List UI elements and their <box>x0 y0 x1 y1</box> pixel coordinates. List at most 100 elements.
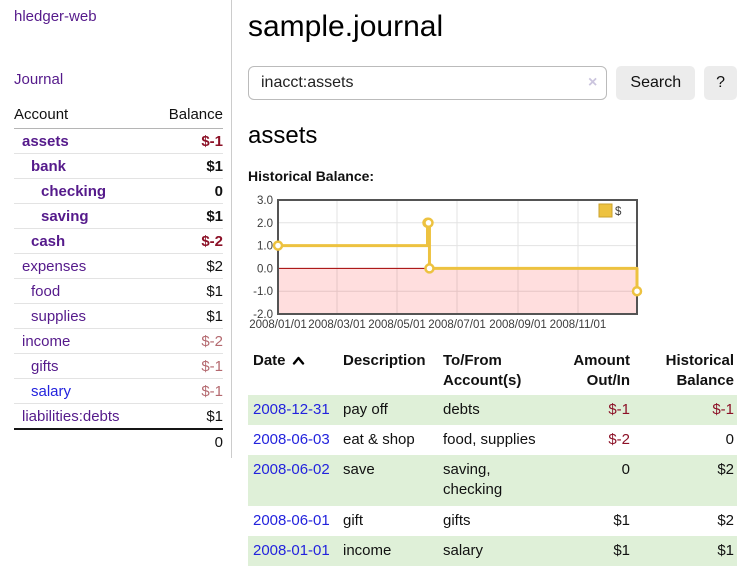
transaction-date-link[interactable]: 2008-06-03 <box>253 430 330 448</box>
account-balance: $-1 <box>152 128 223 154</box>
account-row: gifts $-1 <box>14 353 223 379</box>
account-balance: $-1 <box>152 378 223 404</box>
account-link[interactable]: cash <box>31 232 66 250</box>
transaction-row: 2008-12-31 pay off debts $-1 $-1 <box>248 394 737 425</box>
chart-point <box>272 240 284 251</box>
register-col-date[interactable]: Date <box>248 348 343 395</box>
transaction-accounts: salary <box>443 541 484 559</box>
svg-text:2008/01/01: 2008/01/01 <box>249 319 307 331</box>
register-col-description: Description <box>343 352 426 369</box>
register-table-body: 2008-12-31 pay off debts $-1 $-1 2008-06-03 ea… <box>248 394 737 566</box>
account-row: income $-2 <box>14 328 223 354</box>
account-row: assets $-1 <box>14 128 223 154</box>
sidebar: hledger-web Journal Account Balance asse… <box>0 0 232 458</box>
account-balance: 0 <box>152 178 223 204</box>
account-balance: $1 <box>152 403 223 430</box>
account-row: expenses $2 <box>14 253 223 279</box>
account-balance: $1 <box>152 153 223 179</box>
account-link[interactable]: liabilities:debts <box>22 407 120 425</box>
accounts-header-row: Account Balance <box>14 102 223 129</box>
svg-text:2008/09/01: 2008/09/01 <box>489 319 547 331</box>
svg-text:1.0: 1.0 <box>257 241 273 253</box>
accounts-col-account: Account <box>14 102 153 129</box>
chart-point <box>423 217 434 229</box>
svg-text:-1.0: -1.0 <box>253 286 273 298</box>
account-balance: $-2 <box>152 328 223 354</box>
search-bar: × Search ? <box>248 66 737 100</box>
account-link[interactable]: assets <box>22 132 69 150</box>
register-col-amount: Amount Out/In <box>573 352 630 390</box>
main-content: sample.journal × Search ? assets Histori… <box>248 0 737 566</box>
svg-text:2008/11/01: 2008/11/01 <box>550 319 607 331</box>
transaction-accounts: saving, checking <box>443 461 503 499</box>
account-row: food $1 <box>14 278 223 304</box>
account-link[interactable]: salary <box>31 382 72 400</box>
transaction-row: 2008-06-01 gift gifts $1 $2 <box>248 506 737 536</box>
transaction-balance: $2 <box>717 461 734 478</box>
legend-label: $ <box>615 206 622 218</box>
svg-text:-2.0: -2.0 <box>253 309 273 321</box>
account-link[interactable]: saving <box>41 207 89 225</box>
transaction-accounts: food, supplies <box>443 430 536 448</box>
search-input-wrap: × <box>248 66 608 100</box>
account-row: cash $-2 <box>14 228 223 254</box>
account-balance: $-1 <box>152 353 223 379</box>
account-row: bank $1 <box>14 153 223 179</box>
transaction-balance: $1 <box>717 541 734 559</box>
svg-text:2008/03/01: 2008/03/01 <box>308 319 366 331</box>
register-table: Date Description To/From Account(s) Amou… <box>248 348 737 566</box>
account-link[interactable]: expenses <box>22 257 87 275</box>
transaction-balance: $2 <box>717 511 734 529</box>
transaction-date-link[interactable]: 2008-01-01 <box>253 541 330 559</box>
sidebar-item-journal[interactable]: Journal <box>14 71 64 88</box>
transaction-description: gift <box>343 511 364 529</box>
transaction-amount: $1 <box>613 511 630 529</box>
transaction-date-link[interactable]: 2008-06-01 <box>253 511 330 529</box>
account-row: liabilities:debts $1 <box>14 403 223 430</box>
account-link[interactable]: food <box>31 282 61 300</box>
account-link[interactable]: income <box>22 332 71 350</box>
account-link[interactable]: checking <box>41 182 107 200</box>
brand-link[interactable]: hledger-web <box>14 8 97 25</box>
chart-title: Historical Balance: <box>248 168 375 184</box>
account-balance: $1 <box>152 303 223 329</box>
svg-text:2.0: 2.0 <box>257 218 273 230</box>
search-button[interactable]: Search <box>616 66 696 100</box>
svg-text:0.0: 0.0 <box>257 263 273 275</box>
register-col-accounts: To/From Account(s) <box>443 352 522 390</box>
clear-search-icon[interactable]: × <box>588 74 598 91</box>
account-link[interactable]: supplies <box>31 307 87 325</box>
account-link[interactable]: gifts <box>31 357 59 375</box>
register-header-row: Date Description To/From Account(s) Amou… <box>248 348 737 395</box>
transaction-amount: $1 <box>613 541 630 559</box>
accounts-total-value: 0 <box>152 428 223 454</box>
transaction-date-link[interactable]: 2008-12-31 <box>253 400 330 418</box>
transaction-row: 2008-06-03 eat & shop food, supplies $-2 0 <box>248 425 737 455</box>
transaction-row: 2008-01-01 income salary $1 $1 <box>248 535 737 566</box>
accounts-table: Account Balance assets $-1 bank $1 checking 0… <box>14 102 223 454</box>
transaction-amount: $-2 <box>608 430 630 448</box>
search-input[interactable] <box>248 66 608 100</box>
transaction-description: income <box>343 541 392 559</box>
transaction-date-link[interactable]: 2008-06-02 <box>253 461 330 478</box>
chart-point <box>424 263 435 274</box>
sort-ascending-icon <box>292 356 304 365</box>
svg-text:2008/07/01: 2008/07/01 <box>428 319 486 331</box>
account-row: checking 0 <box>14 178 223 204</box>
chart-point <box>631 285 643 297</box>
transaction-accounts: debts <box>443 400 480 418</box>
help-button[interactable]: ? <box>704 66 737 100</box>
register-col-balance: Historical Balance <box>665 352 734 390</box>
account-row: supplies $1 <box>14 303 223 329</box>
account-balance: $1 <box>152 203 223 229</box>
transaction-amount: 0 <box>621 461 630 478</box>
transaction-balance: $-1 <box>712 400 734 418</box>
legend-swatch <box>598 203 613 218</box>
account-link[interactable]: bank <box>31 157 67 175</box>
account-balance: $2 <box>152 253 223 279</box>
transaction-amount: $-1 <box>608 400 630 418</box>
transaction-balance: 0 <box>725 430 734 448</box>
svg-text:2008/05/01: 2008/05/01 <box>368 319 426 331</box>
accounts-total-row: 0 <box>14 428 223 454</box>
balance-chart: 2008/01/01 2008/03/01 2008/05/01 2008/07/01… <box>249 195 643 331</box>
